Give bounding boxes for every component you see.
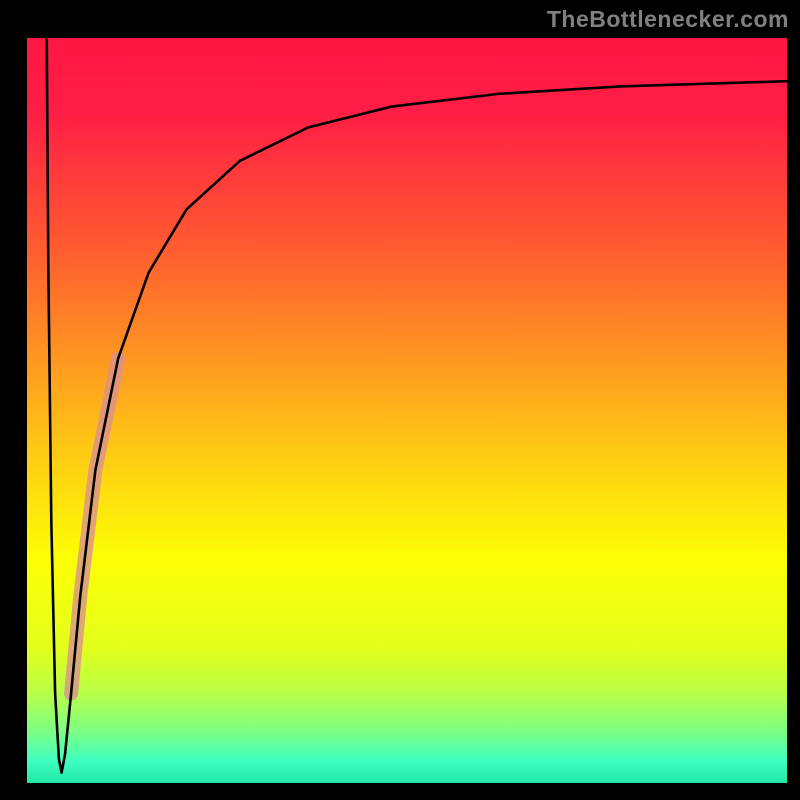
chart-container: TheBottlenecker.com xyxy=(0,0,800,800)
plot-gradient-background xyxy=(27,38,787,783)
chart-svg xyxy=(0,0,800,800)
watermark-text: TheBottlenecker.com xyxy=(547,6,789,33)
